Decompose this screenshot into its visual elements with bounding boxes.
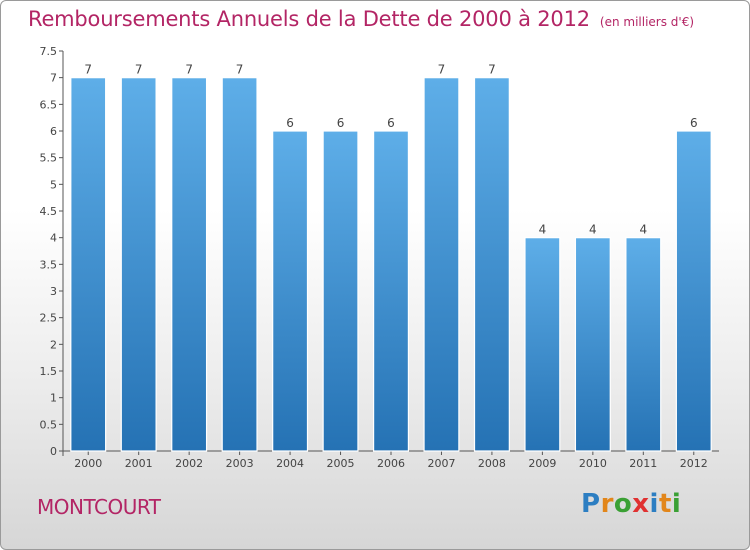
y-tick-label: 2.5 [40,312,58,325]
x-tick-label: 2008 [478,457,506,470]
x-tick-label: 2005 [327,457,355,470]
x-tick-label: 2009 [528,457,556,470]
y-tick-label: 5.5 [40,152,58,165]
x-tick-label: 2003 [226,457,254,470]
x-tick-label: 2006 [377,457,405,470]
value-label: 6 [387,116,395,130]
bar-2010 [574,237,611,452]
value-label: 7 [488,63,496,77]
value-label: 7 [236,63,244,77]
x-tick-label: 2000 [74,457,102,470]
y-tick-label: 0 [50,445,57,458]
proxiti-logo: Proxiti [581,489,681,519]
value-label: 4 [539,223,547,237]
x-tick-label: 2001 [125,457,153,470]
y-tick-label: 1 [50,392,57,405]
bar-2002 [171,77,208,452]
bar-2007 [423,77,460,452]
y-tick-label: 3.5 [40,258,58,271]
axes: 0 0.5 1 1.5 2 2.5 3 3.5 4 4.5 5 5.5 6 6.5 7 7.5 2000 2001… [40,45,719,470]
chart-title: Remboursements Annuels de la Dette de 20… [28,7,694,31]
x-tick-label: 2007 [427,457,455,470]
value-label: 7 [84,63,92,77]
value-label: 6 [286,116,294,130]
bar-2011 [625,237,662,452]
y-tick-label: 7.5 [40,45,58,58]
logo-letter: i [649,489,659,519]
logo-letter: x [632,489,650,519]
bar-2005 [322,130,359,452]
logo-letter: t [658,489,672,519]
bar-2006 [372,130,410,452]
logo-letter: o [613,489,633,519]
x-tick-label: 2011 [629,457,657,470]
y-tick-label: 5 [50,178,57,191]
chart-title-text: Remboursements Annuels de la Dette de 20… [28,7,590,31]
y-tick-label: 7 [50,72,57,85]
value-label: 6 [690,116,698,130]
y-tick-label: 4 [50,232,57,245]
y-tick-label: 3 [50,285,57,298]
value-label: 4 [589,223,597,237]
value-label: 6 [337,116,345,130]
logo-letter: P [581,489,601,519]
bar-2003 [221,77,258,452]
y-tick-label: 6 [50,125,57,138]
value-labels: 7 7 7 7 6 6 6 7 7 4 4 4 6 [84,63,697,237]
logo-letter: r [600,489,614,519]
bar-2001 [120,77,157,452]
y-tick-label: 4.5 [40,205,58,218]
value-label: 7 [135,63,143,77]
commune-name: MONTCOURT [37,495,161,519]
x-tick-label: 2004 [276,457,304,470]
bar-2012 [675,130,712,452]
bars [70,77,712,452]
x-tick-label: 2012 [680,457,708,470]
x-tick-label: 2010 [579,457,607,470]
y-tick-label: 2 [50,338,57,351]
bar-2008 [473,77,510,452]
y-tick-label: 0.5 [40,418,58,431]
chart-unit: (en milliers d'€) [599,15,695,29]
bar-2004 [272,130,309,452]
x-tick-label: 2002 [175,457,203,470]
value-label: 7 [185,63,193,77]
y-tick-label: 6.5 [40,98,58,111]
logo-letter: i [671,489,682,519]
bar-2009 [524,237,561,452]
bar-2000 [70,77,107,452]
y-tick-label: 1.5 [40,365,58,378]
value-label: 4 [639,223,647,237]
value-label: 7 [438,63,446,77]
